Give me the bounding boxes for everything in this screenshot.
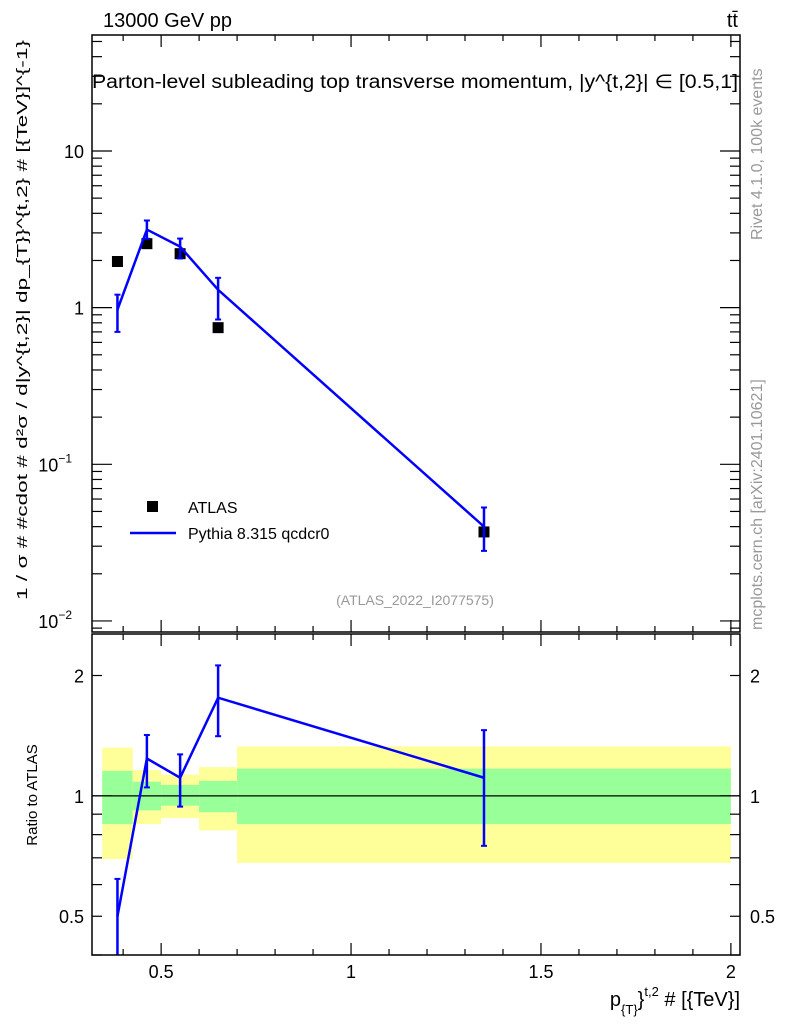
x-tick-label: 1.5 [528,962,553,982]
y-tick-label: 0.5 [59,907,84,927]
legend-pythia-label: Pythia 8.315 qcdcr0 [188,526,330,543]
main-title: Parton-level subleading top transverse m… [92,72,738,93]
band-inner-bin [102,770,133,825]
atlas-data-point [141,238,153,250]
atlas-data-point [111,256,123,268]
band-inner-bin [199,780,238,813]
pythia-line [116,227,485,528]
rivet-label: Rivet 4.1.0, 100k events [749,68,766,240]
x-tick-label: 2 [726,962,736,982]
y-axis-label-main: 1 / σ # #cdot # d²σ / d|y^{t,2}| dp_{T}}… [14,40,31,600]
ratio-bands [92,746,740,863]
y-tick-label-right: 2 [750,667,760,687]
ratio-plot-marks [114,664,487,955]
header-left: 13000 GeV pp [103,10,232,32]
y-tick-label: 10−2 [38,608,72,632]
mcplots-label: mcplots.cern.ch [arXiv:2401.10621] [749,379,766,630]
x-tick-label: 0.5 [149,962,174,982]
x-tick-label: 1 [346,962,356,982]
main-frame [91,34,741,633]
y-tick-label: 10 [64,142,84,162]
y-tick-label: 1 [74,787,84,807]
legend-atlas-marker [147,501,158,512]
axes: 0.5 1 1.5 2 10 1 10−1 10−2 2 2 1 1 0.5 0.5 [38,34,775,982]
watermark: (ATLAS_2022_I2077575) [336,592,494,608]
y-axis-label-ratio: Ratio to ATLAS [24,744,41,845]
header-right: tt̄ [727,10,739,32]
ratio-frame [91,633,741,956]
y-tick-label-right: 1 [750,787,760,807]
legend-atlas-label: ATLAS [188,500,238,517]
atlas-data-point [212,322,224,334]
main-plot-marks [111,219,490,552]
y-tick-label: 1 [74,299,84,319]
y-tick-label: 2 [74,667,84,687]
legend: ATLAS Pythia 8.315 qcdcr0 [130,500,330,543]
x-axis-label: p{T}}t,2 # [{TeV}] [610,984,740,1017]
y-tick-label: 10−1 [38,451,72,475]
y-tick-label-right: 0.5 [750,907,775,927]
